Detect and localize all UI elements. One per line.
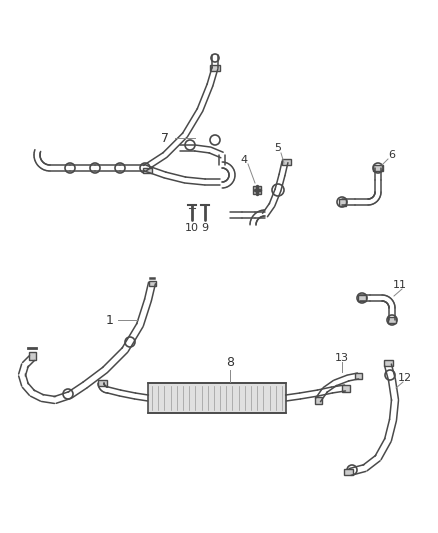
Text: 11: 11: [393, 280, 407, 290]
Bar: [210, 65, 220, 71]
Text: 5: 5: [275, 143, 282, 153]
Text: 10: 10: [185, 223, 199, 233]
Bar: [28, 352, 35, 360]
Bar: [148, 383, 286, 413]
Text: 4: 4: [240, 155, 247, 165]
Bar: [148, 280, 155, 286]
Bar: [339, 198, 346, 206]
Bar: [388, 317, 396, 323]
Bar: [343, 469, 353, 475]
Bar: [282, 159, 290, 165]
Bar: [314, 397, 321, 403]
Bar: [354, 373, 361, 379]
Bar: [358, 295, 366, 301]
Text: 9: 9: [201, 223, 208, 233]
Text: 8: 8: [226, 356, 234, 368]
Bar: [98, 380, 106, 386]
Bar: [142, 167, 152, 173]
Text: 6: 6: [389, 150, 396, 160]
Text: 7: 7: [161, 132, 169, 144]
Bar: [342, 384, 350, 392]
Bar: [384, 360, 392, 366]
Bar: [373, 165, 383, 171]
Text: 1: 1: [106, 313, 114, 327]
Bar: [253, 186, 261, 194]
Text: 13: 13: [335, 353, 349, 363]
Text: 12: 12: [398, 373, 412, 383]
